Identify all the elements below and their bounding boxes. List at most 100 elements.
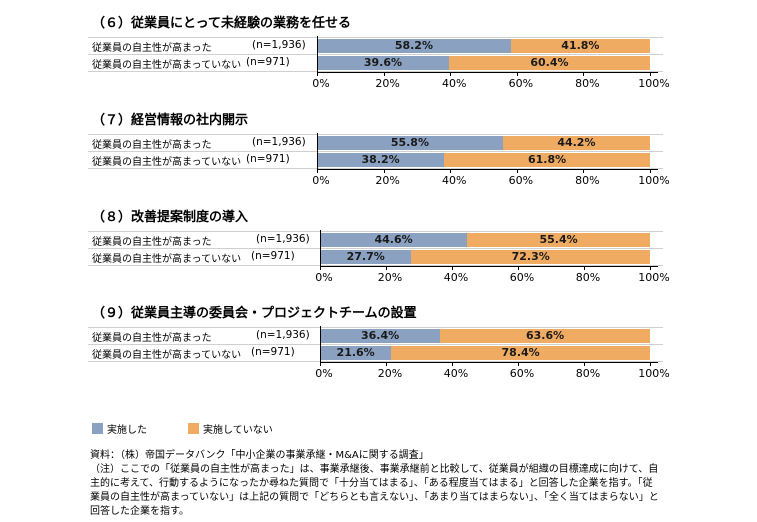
x-tick-label: 20% [375, 174, 400, 187]
bar-row: 従業員の自主性が高まった (n=1,936) 44.6% 55.4% [88, 231, 663, 248]
x-tick [317, 72, 318, 76]
x-tick [452, 266, 453, 270]
y-axis-line [317, 133, 318, 173]
bar-row: 従業員の自主性が高まっていない (n=971) 21.6% 78.4% [88, 344, 663, 361]
bar-implemented: 36.4% [320, 329, 441, 343]
row-n: (n=971) [246, 153, 290, 165]
x-tick-label: 0% [312, 174, 330, 187]
bar-not-implemented: 55.4% [467, 233, 650, 247]
x-axis-line [317, 169, 658, 170]
x-tick [386, 266, 387, 270]
x-tick-label: 80% [575, 271, 601, 284]
chart-6: （６）従業員にとって未経験の業務を任せる 従業員の自主性が高まった (n=1,936… [88, 12, 670, 108]
bar-not-implemented: 41.8% [510, 39, 650, 53]
row-n: (n=1,936) [256, 329, 310, 341]
x-tick [650, 72, 651, 76]
y-axis-line [320, 326, 321, 366]
bar-not-implemented: 44.2% [502, 136, 650, 150]
x-tick-label: 40% [443, 367, 469, 380]
x-tick-label: 80% [575, 174, 600, 187]
bar-row: 従業員の自主性が高まっていない (n=971) 39.6% 60.4% [88, 54, 663, 71]
bar-row: 従業員の自主性が高まっていない (n=971) 38.2% 61.8% [88, 151, 663, 168]
x-tick-label: 40% [441, 77, 467, 90]
x-tick-label: 100% [638, 174, 670, 187]
row-label: 従業員の自主性が高まっていない [92, 60, 242, 71]
bar-not-implemented: 72.3% [411, 250, 650, 264]
bar-not-implemented: 60.4% [448, 56, 650, 70]
bar-implemented: 21.6% [320, 346, 392, 360]
row-n: (n=971) [251, 346, 295, 358]
bar-implemented: 39.6% [317, 56, 449, 70]
bar-row: 従業員の自主性が高まった (n=1,936) 36.4% 63.6% [88, 327, 663, 344]
x-tick-label: 40% [441, 174, 467, 187]
legend-label: 実施していない [203, 425, 273, 436]
x-tick [450, 169, 452, 173]
y-axis-line [320, 230, 321, 270]
bar-implemented: 55.8% [317, 136, 503, 150]
row-label: 従業員の自主性が高まった [92, 237, 212, 248]
chart-title: （７）経営情報の社内開示 [92, 113, 249, 128]
note-text: （注）ここでの「従業員の自主性が高まった」は、事業承継後、事業承継前と比較して、… [90, 464, 659, 517]
bar-not-implemented: 61.8% [444, 153, 650, 167]
x-tick [386, 362, 387, 366]
chart-title: （８）改善提案制度の導入 [92, 210, 249, 225]
x-axis-line [320, 266, 658, 267]
bar-implemented: 38.2% [317, 153, 445, 167]
x-tick-label: 60% [508, 174, 534, 187]
legend-implemented: 実施した [92, 421, 147, 436]
x-tick [584, 266, 585, 270]
x-tick [452, 362, 453, 366]
row-n: (n=971) [246, 56, 290, 68]
x-tick [584, 362, 585, 366]
row-label: 従業員の自主性が高まっていない [92, 157, 242, 168]
x-tick-label: 40% [443, 271, 469, 284]
x-tick [650, 266, 651, 270]
chart-9: （９）従業員主導の委員会・プロジェクトチームの設置従業員の自主性が高まった (n=… [88, 302, 670, 398]
x-tick [320, 362, 321, 366]
x-tick-label: 0% [312, 77, 330, 90]
x-tick-label: 80% [575, 77, 600, 90]
x-tick [518, 362, 519, 366]
x-tick [450, 72, 452, 76]
bar-implemented: 27.7% [320, 250, 412, 264]
row-label: 従業員の自主性が高まっていない [92, 254, 242, 265]
legend-swatch-implemented [92, 423, 103, 434]
y-axis-line [317, 36, 318, 76]
source-text: 資料：（株）帝国データバンク「中小企業の事業承継・M&Aに関する調査」 [90, 450, 429, 461]
row-label: 従業員の自主性が高まっていない [92, 350, 242, 361]
bar-not-implemented: 78.4% [391, 346, 650, 360]
x-tick [320, 266, 321, 270]
row-label: 従業員の自主性が高まった [92, 333, 212, 344]
x-tick-label: 20% [377, 367, 403, 380]
row-n: (n=1,936) [252, 136, 306, 148]
row-n: (n=971) [251, 250, 295, 262]
row-n: (n=1,936) [252, 39, 306, 51]
chart-7: （７）経営情報の社内開示 従業員の自主性が高まった (n=1,936) 55.8% 44… [88, 109, 670, 205]
bar-row: 従業員の自主性が高まった (n=1,936) 58.2% 41.8% [88, 37, 663, 54]
legend-swatch-not-implemented [188, 423, 199, 434]
bar-row: 従業員の自主性が高まった (n=1,936) 55.8% 44.2% [88, 134, 663, 151]
row-divider [88, 265, 663, 266]
x-tick-label: 20% [375, 77, 400, 90]
bar-row: 従業員の自主性が高まっていない (n=971) 27.7% 72.3% [88, 248, 663, 265]
x-tick-label: 0% [315, 367, 333, 380]
chart-title: （９）従業員主導の委員会・プロジェクトチームの設置 [92, 306, 417, 321]
bar-implemented: 44.6% [320, 233, 468, 247]
x-tick-label: 60% [509, 367, 535, 380]
x-tick-label: 60% [509, 271, 535, 284]
x-tick-label: 0% [315, 271, 333, 284]
x-axis-line [317, 72, 658, 73]
legend-label: 実施した [107, 425, 147, 436]
x-tick-label: 20% [377, 271, 403, 284]
row-n: (n=1,936) [256, 233, 310, 245]
row-label: 従業員の自主性が高まった [92, 43, 212, 54]
row-divider [88, 168, 663, 169]
x-tick [650, 169, 651, 173]
row-divider [88, 71, 663, 72]
x-tick [583, 72, 585, 76]
x-tick [383, 72, 385, 76]
bar-not-implemented: 63.6% [440, 329, 650, 343]
row-divider [88, 361, 663, 362]
x-tick [516, 169, 518, 173]
